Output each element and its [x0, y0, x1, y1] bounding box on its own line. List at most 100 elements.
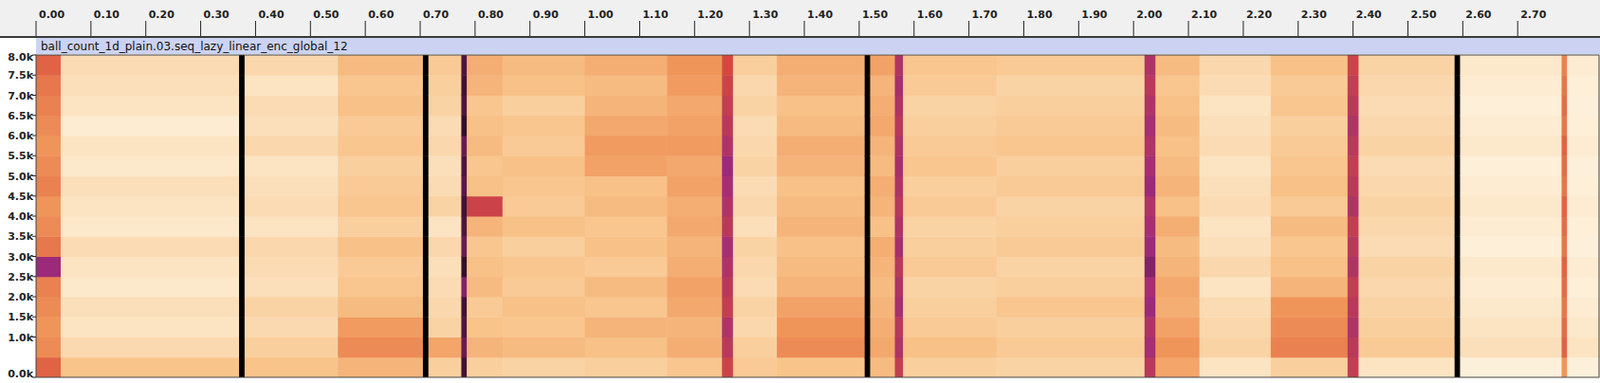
cell: [895, 257, 904, 278]
cell: [721, 115, 734, 137]
cell: [733, 216, 778, 238]
cell: [1454, 357, 1461, 378]
cell: [721, 216, 734, 238]
cell: [1155, 196, 1200, 218]
cell: [996, 155, 1146, 177]
cell: [1347, 296, 1360, 318]
cell: [721, 196, 734, 218]
cell: [60, 155, 240, 177]
cell: [895, 74, 904, 96]
cell: [1347, 196, 1360, 218]
cell: [996, 296, 1146, 318]
x-tick-label: 1.40: [807, 8, 833, 21]
cell: [1459, 115, 1563, 137]
cell: [864, 196, 871, 218]
cell: [1566, 95, 1600, 117]
cell: [585, 74, 668, 96]
cell: [1459, 316, 1563, 338]
x-tick: [1133, 20, 1135, 37]
cell: [502, 196, 586, 218]
cell: [1155, 296, 1200, 318]
cell: [1566, 357, 1600, 378]
cell: [1358, 74, 1455, 96]
cell: [585, 155, 668, 177]
cell: [721, 257, 734, 278]
cell: [1459, 95, 1563, 117]
cell: [502, 236, 586, 258]
cell: [666, 135, 722, 157]
cell: [776, 155, 865, 177]
cell: [60, 176, 240, 198]
cell: [1199, 55, 1272, 76]
cell: [1199, 337, 1272, 359]
cell: [1561, 236, 1567, 258]
cell: [460, 115, 467, 137]
cell: [244, 316, 339, 338]
x-tick: [1078, 20, 1080, 37]
cell: [902, 357, 997, 378]
cell: [1199, 316, 1272, 338]
cell: [1454, 296, 1461, 318]
cell: [864, 155, 871, 177]
cell: [337, 176, 423, 198]
cell: [337, 196, 423, 218]
cell: [776, 357, 865, 378]
cell: [1199, 257, 1272, 278]
cell: [585, 296, 668, 318]
cell: [1199, 357, 1272, 378]
cell: [60, 316, 240, 338]
cell: [1155, 115, 1200, 137]
cell: [733, 55, 778, 76]
cell: [1459, 155, 1563, 177]
cell: [666, 176, 722, 198]
cell: [1199, 236, 1272, 258]
cell: [721, 316, 734, 338]
cell: [996, 316, 1146, 338]
cell: [1144, 257, 1157, 278]
cell: [1459, 276, 1563, 298]
y-tick-label: 7.5k: [7, 69, 34, 82]
cell: [36, 115, 62, 137]
cell: [1358, 296, 1455, 318]
cell: [502, 357, 586, 378]
cell: [585, 196, 668, 218]
cell: [902, 276, 997, 298]
cell: [1199, 176, 1272, 198]
cell: [337, 337, 423, 359]
cell: [1199, 115, 1272, 137]
cell: [1358, 176, 1455, 198]
y-tick-label: 5.0k: [7, 170, 34, 184]
cell: [1199, 216, 1272, 238]
cell: [466, 276, 503, 298]
cell: [428, 216, 462, 238]
cell: [1347, 236, 1360, 258]
cell: [60, 276, 240, 298]
cell: [721, 135, 734, 157]
cell: [239, 236, 245, 258]
cell: [460, 316, 467, 338]
cell: [460, 155, 467, 177]
cell: [1459, 176, 1563, 198]
cell: [1358, 135, 1455, 157]
cell: [60, 135, 240, 157]
cell: [466, 135, 503, 157]
cell: [36, 95, 62, 117]
cell: [337, 74, 423, 96]
cell: [1144, 155, 1157, 177]
cell: [1358, 257, 1455, 278]
cell: [733, 357, 778, 378]
cell: [422, 55, 429, 76]
cell: [337, 236, 423, 258]
cell: [864, 55, 871, 76]
cell: [1561, 176, 1567, 198]
cell: [1358, 155, 1455, 177]
cell: [996, 337, 1146, 359]
cell: [1155, 337, 1200, 359]
cell: [895, 236, 904, 258]
cell: [721, 55, 734, 76]
x-tick: [749, 20, 751, 37]
cell: [733, 257, 778, 278]
cell: [1561, 196, 1567, 218]
cell: [466, 357, 503, 378]
cell: [666, 357, 722, 378]
